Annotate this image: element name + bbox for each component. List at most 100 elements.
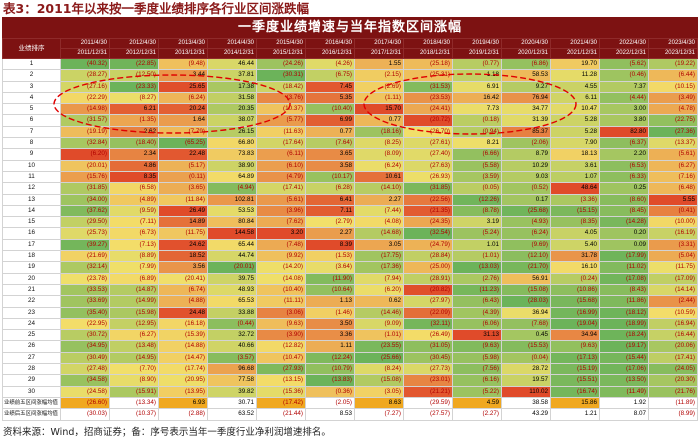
return-cell: (4.78): [648, 103, 698, 116]
summary-row: 业绩前五区间涨幅均值 (26.60) (13.34) 6.93 30.71 (17.42)…: [2, 396, 698, 410]
table-row: 26 (34.95) (13.48) (14.88) 40.66 (12.82) 1.11(…: [2, 340, 698, 353]
summary-cell: (26.60): [60, 396, 110, 410]
summary-cell: (21.44): [256, 408, 306, 421]
return-cell: (17.41): [648, 351, 698, 365]
return-cell: (17.75): [354, 250, 404, 263]
return-cell: (14.68): [354, 227, 404, 240]
summary-cell: 15.86: [550, 396, 600, 410]
return-cell: 20.35: [207, 103, 257, 116]
return-cell: 5.35: [305, 91, 355, 105]
return-cell: (7.68): [501, 317, 551, 331]
return-cell: (4.39): [452, 306, 502, 319]
return-cell: (7.79): [158, 125, 208, 139]
return-cell: (14.28): [599, 216, 649, 229]
return-cell: 34.77: [501, 103, 551, 116]
return-cell: (21.70): [501, 261, 551, 274]
return-cell: (3.59): [452, 170, 502, 184]
return-cell: (20.01): [60, 159, 110, 172]
return-cell: 3.05: [354, 238, 404, 252]
table-row: 27 (30.49) (14.95) (14.47) (3.57) (10.47) (12.…: [2, 351, 698, 365]
return-cell: (14.20): [256, 261, 306, 274]
return-cell: (16.74): [550, 385, 600, 398]
return-cell: 48.64: [550, 182, 600, 195]
column-end-date: 2022/12/31: [599, 48, 649, 59]
return-cell: (15.98): [109, 306, 159, 319]
return-cell: (30.31): [256, 69, 306, 82]
return-cell: (31.05): [403, 340, 453, 353]
return-cell: (25.18): [403, 57, 453, 71]
return-cell: (15.36): [256, 385, 306, 398]
summary-label: 业绩前五区间涨幅均值: [2, 396, 61, 410]
return-cell: (10.47): [256, 351, 306, 365]
summary-cell: 30.71: [207, 396, 257, 410]
table-row: 11 (15.76) 8.35 (0.11) 64.89 (4.79) (10.17) 10.…: [2, 170, 698, 184]
return-cell: 9.27: [501, 80, 551, 93]
return-cell: (30.45): [403, 351, 453, 365]
return-cell: (16.94): [648, 317, 698, 331]
return-cell: (37.62): [60, 204, 110, 218]
return-cell: (0.46): [599, 69, 649, 82]
return-cell: 0.25: [599, 182, 649, 195]
return-cell: 6.91: [452, 80, 502, 93]
return-cell: (39.27): [60, 238, 110, 252]
return-cell: (28.91): [403, 272, 453, 285]
return-cell: 73.83: [207, 148, 257, 161]
table-row: 10 (20.01) 4.86 (5.17) 38.90 (6.10) 3.58 (6.24)…: [2, 159, 698, 172]
return-cell: (6.53): [599, 159, 649, 172]
return-cell: (5.22): [452, 385, 502, 398]
return-cell: 3.20: [256, 227, 306, 240]
return-cell: (24.41): [403, 103, 453, 116]
return-cell: 26.49: [158, 204, 208, 218]
return-cell: (34.00): [60, 193, 110, 206]
header-row-start-dates: 业绩排序 2011/4/30 2012/4/30 2013/4/30 2014/4/30…: [2, 38, 698, 59]
return-cell: (10.37): [256, 103, 306, 116]
return-cell: (5.61): [256, 193, 306, 206]
return-cell: (6.66): [452, 148, 502, 161]
return-cell: (14.87): [109, 283, 159, 297]
rank-cell: 3: [2, 80, 61, 93]
return-cell: (6.27): [109, 329, 159, 342]
return-cell: (7.56): [452, 363, 502, 376]
return-cell: 7.11: [305, 204, 355, 218]
return-cell: (7.70): [109, 363, 159, 376]
table-row: 18 (21.69) (8.89) 18.52 44.74 (9.92) (1.53) (17…: [2, 250, 698, 263]
return-cell: 85.37: [501, 125, 551, 139]
return-cell: (24.79): [403, 238, 453, 252]
return-cell: (2.15): [354, 69, 404, 82]
table-caption: 表3：2011年以来按一季度业绩排序各行业区间涨跌幅: [3, 1, 309, 16]
summary-cell: 6.93: [158, 396, 208, 410]
return-cell: (19.22): [648, 57, 698, 71]
rank-cell: 6: [2, 114, 61, 127]
return-cell: 8.21: [452, 137, 502, 150]
return-cell: (13.48): [109, 340, 159, 353]
return-cell: 0.77: [354, 114, 404, 127]
return-cell: (18.40): [109, 137, 159, 150]
rank-cell: 12: [2, 182, 61, 195]
return-cell: (6.27): [648, 159, 698, 172]
return-cell: (3.05): [354, 385, 404, 398]
return-cell: (13.03): [452, 261, 502, 274]
return-cell: (7.13): [109, 238, 159, 252]
table-row: 28 (27.48) (7.70) (17.74) 96.68 (27.93) (10.79…: [2, 363, 698, 376]
return-cell: (22.29): [60, 91, 110, 105]
return-cell: 96.68: [207, 363, 257, 376]
return-cell: (25.00): [403, 261, 453, 274]
column-start-date: 2015/4/30: [256, 38, 306, 49]
return-cell: 31.78: [550, 250, 600, 263]
summary-cell: (29.59): [403, 396, 453, 410]
summary-cell: 4.59: [452, 396, 502, 410]
rank-cell: 20: [2, 272, 61, 285]
return-cell: (22.95): [60, 317, 110, 331]
return-cell: (14.95): [109, 351, 159, 365]
returns-grid: 业绩排序 2011/4/30 2012/4/30 2013/4/30 2014/4/30…: [2, 38, 698, 421]
summary-cell: (7.27): [354, 408, 404, 421]
return-cell: (26.70): [403, 125, 453, 139]
return-cell: (8.35): [550, 216, 600, 229]
table-row: 5 (14.98) 6.21 20.24 20.35 (10.37) (10.40) 15.7…: [2, 103, 698, 116]
return-cell: (18.42): [256, 80, 306, 93]
return-cell: 26.15: [207, 125, 257, 139]
summary-row: 业绩后五区间涨幅均值 (30.03) (10.37) (2.88) 63.52 (21.4…: [2, 408, 698, 421]
return-cell: (12.26): [452, 193, 502, 206]
table-row: 4 (22.29) (8.27) (6.24) 31.58 (3.76) 5.35 (1.11…: [2, 91, 698, 105]
return-cell: (27.16): [60, 80, 110, 93]
